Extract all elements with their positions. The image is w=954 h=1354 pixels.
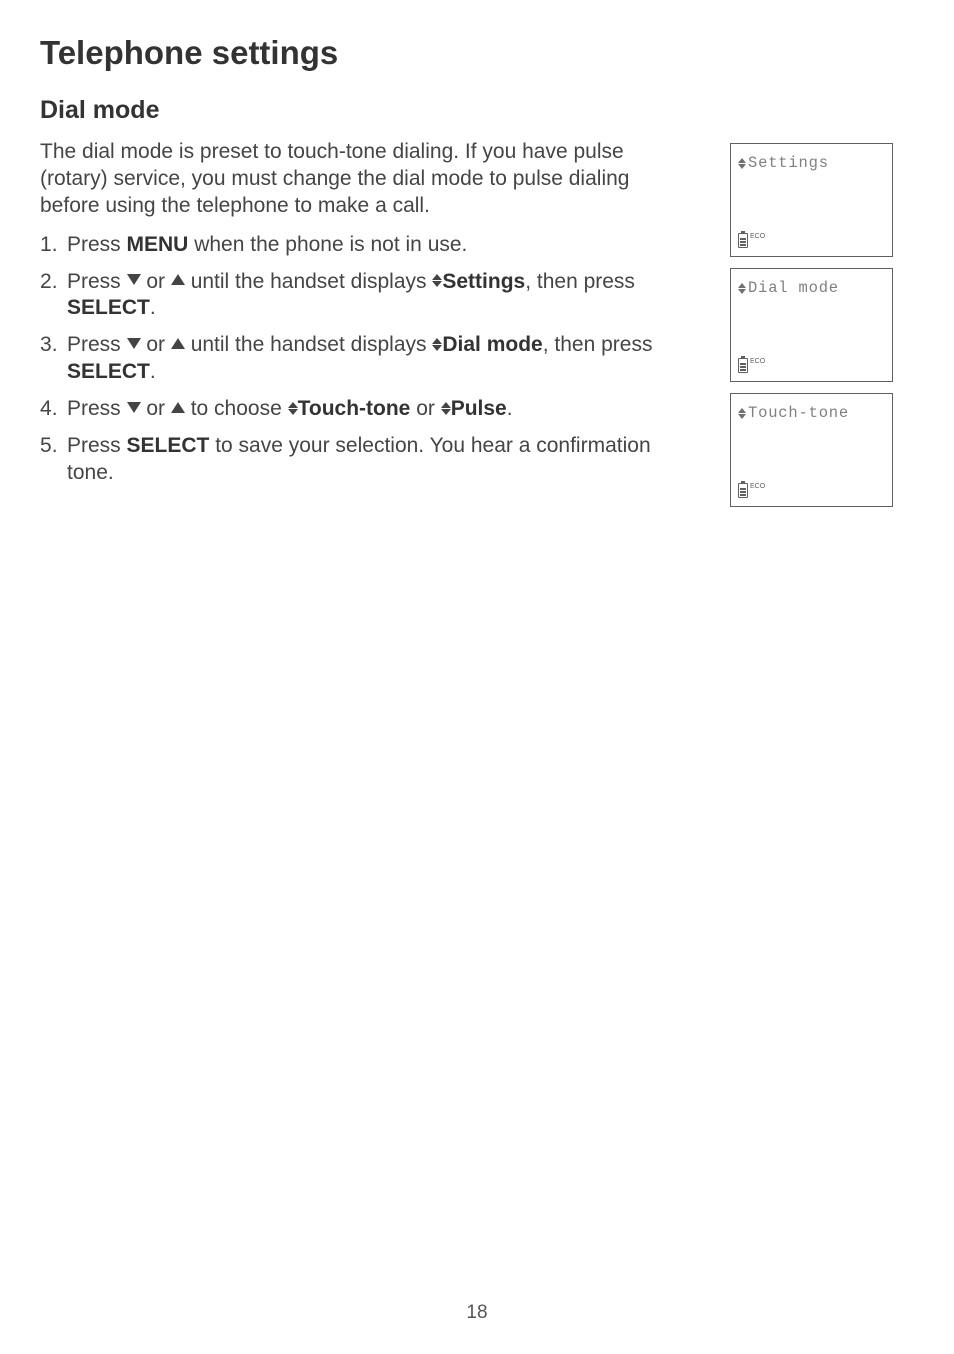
battery-icon — [738, 358, 748, 373]
step-text: Press — [67, 333, 127, 356]
lcd-status-row: ECO — [738, 358, 885, 373]
up-arrow-icon — [171, 402, 185, 413]
select-key: SELECT — [67, 360, 150, 383]
step-text: to choose — [185, 397, 288, 420]
lcd-status-row: ECO — [738, 483, 885, 498]
step-text: Press — [67, 397, 127, 420]
eco-label: ECO — [750, 483, 765, 490]
lcd-text: Settings — [748, 154, 829, 172]
eco-label: ECO — [750, 233, 765, 240]
menu-key: MENU — [127, 233, 189, 256]
up-arrow-icon — [171, 274, 185, 285]
step-3: Press or until the handset displays Dial… — [40, 332, 670, 386]
lcd-text: Touch-tone — [748, 404, 849, 422]
instruction-column: The dial mode is preset to touch-tone di… — [40, 139, 670, 507]
battery-icon — [738, 483, 748, 498]
step-text: or — [141, 333, 171, 356]
select-key: SELECT — [127, 434, 210, 457]
updown-icon — [441, 402, 451, 415]
step-text: , then press — [543, 333, 653, 356]
page-title: Telephone settings — [40, 34, 914, 72]
step-text: Press — [67, 270, 127, 293]
updown-icon — [432, 338, 442, 351]
lcd-line: Settings — [738, 154, 885, 172]
step-text: . — [150, 360, 156, 383]
updown-icon — [288, 402, 298, 415]
steps-list: Press MENU when the phone is not in use.… — [40, 232, 670, 487]
step-text: until the handset displays — [185, 333, 433, 356]
lcd-screens-column: Settings ECO Dial mode ECO Touch-tone — [730, 143, 893, 507]
section-heading: Dial mode — [40, 96, 914, 125]
step-text: Press — [67, 434, 127, 457]
touch-tone-label: Touch-tone — [298, 397, 411, 420]
step-text: . — [507, 397, 513, 420]
lcd-screen-dial-mode: Dial mode ECO — [730, 268, 893, 382]
battery-icon — [738, 233, 748, 248]
step-text: . — [150, 296, 156, 319]
step-text: , then press — [525, 270, 635, 293]
lcd-text: Dial mode — [748, 279, 839, 297]
dial-mode-label: Dial mode — [442, 333, 542, 356]
step-1: Press MENU when the phone is not in use. — [40, 232, 670, 259]
pulse-label: Pulse — [451, 397, 507, 420]
lcd-screen-settings: Settings ECO — [730, 143, 893, 257]
step-4: Press or to choose Touch-tone or Pulse. — [40, 396, 670, 423]
updown-icon — [738, 283, 746, 294]
step-5: Press SELECT to save your selection. You… — [40, 433, 670, 487]
step-text: Press — [67, 233, 127, 256]
lcd-line: Touch-tone — [738, 404, 885, 422]
page-number: 18 — [0, 1302, 954, 1324]
step-text: or — [410, 397, 440, 420]
step-text: or — [141, 270, 171, 293]
down-arrow-icon — [127, 274, 141, 285]
lcd-screen-touch-tone: Touch-tone ECO — [730, 393, 893, 507]
content-row: The dial mode is preset to touch-tone di… — [40, 139, 914, 507]
down-arrow-icon — [127, 338, 141, 349]
up-arrow-icon — [171, 338, 185, 349]
step-text: or — [141, 397, 171, 420]
updown-icon — [738, 158, 746, 169]
down-arrow-icon — [127, 402, 141, 413]
eco-label: ECO — [750, 358, 765, 365]
updown-icon — [432, 274, 442, 287]
step-text: when the phone is not in use. — [188, 233, 467, 256]
step-2: Press or until the handset displays Sett… — [40, 269, 670, 323]
lcd-status-row: ECO — [738, 233, 885, 248]
settings-label: Settings — [442, 270, 525, 293]
updown-icon — [738, 408, 746, 419]
lcd-line: Dial mode — [738, 279, 885, 297]
step-text: until the handset displays — [185, 270, 433, 293]
intro-paragraph: The dial mode is preset to touch-tone di… — [40, 139, 670, 220]
select-key: SELECT — [67, 296, 150, 319]
